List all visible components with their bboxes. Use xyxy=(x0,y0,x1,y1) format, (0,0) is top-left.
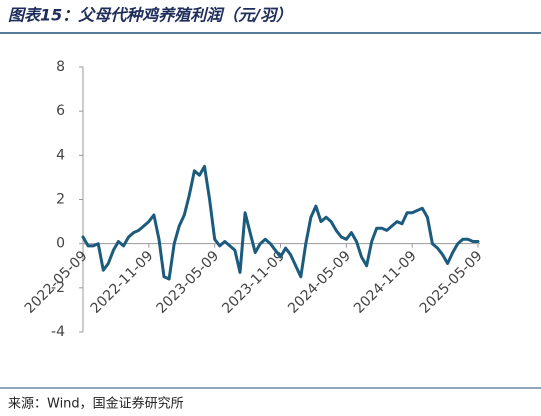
data-line xyxy=(81,164,480,281)
y-tick-label: 4 xyxy=(56,147,65,163)
y-tick-label: -4 xyxy=(51,324,65,340)
y-tick-label: -2 xyxy=(51,280,65,296)
source: 来源：Wind，国金证券研究所 xyxy=(8,396,184,412)
y-tick-label: 0 xyxy=(56,236,65,252)
y-tick-label: 6 xyxy=(56,103,65,119)
chart-title: 图表15：父母代种鸡养殖利润（元/羽） xyxy=(8,6,292,25)
x-tick-label: 2024-05-09 xyxy=(285,248,354,317)
x-tick-label: 2023-11-09 xyxy=(219,248,288,317)
x-tick-label: 2022-05-09 xyxy=(22,248,91,317)
x-tick-label: 2022-11-09 xyxy=(88,248,157,317)
y-tick-label: 8 xyxy=(56,59,65,75)
y-tick-label: 2 xyxy=(56,192,65,208)
x-tick-label: 2023-05-09 xyxy=(153,248,222,317)
